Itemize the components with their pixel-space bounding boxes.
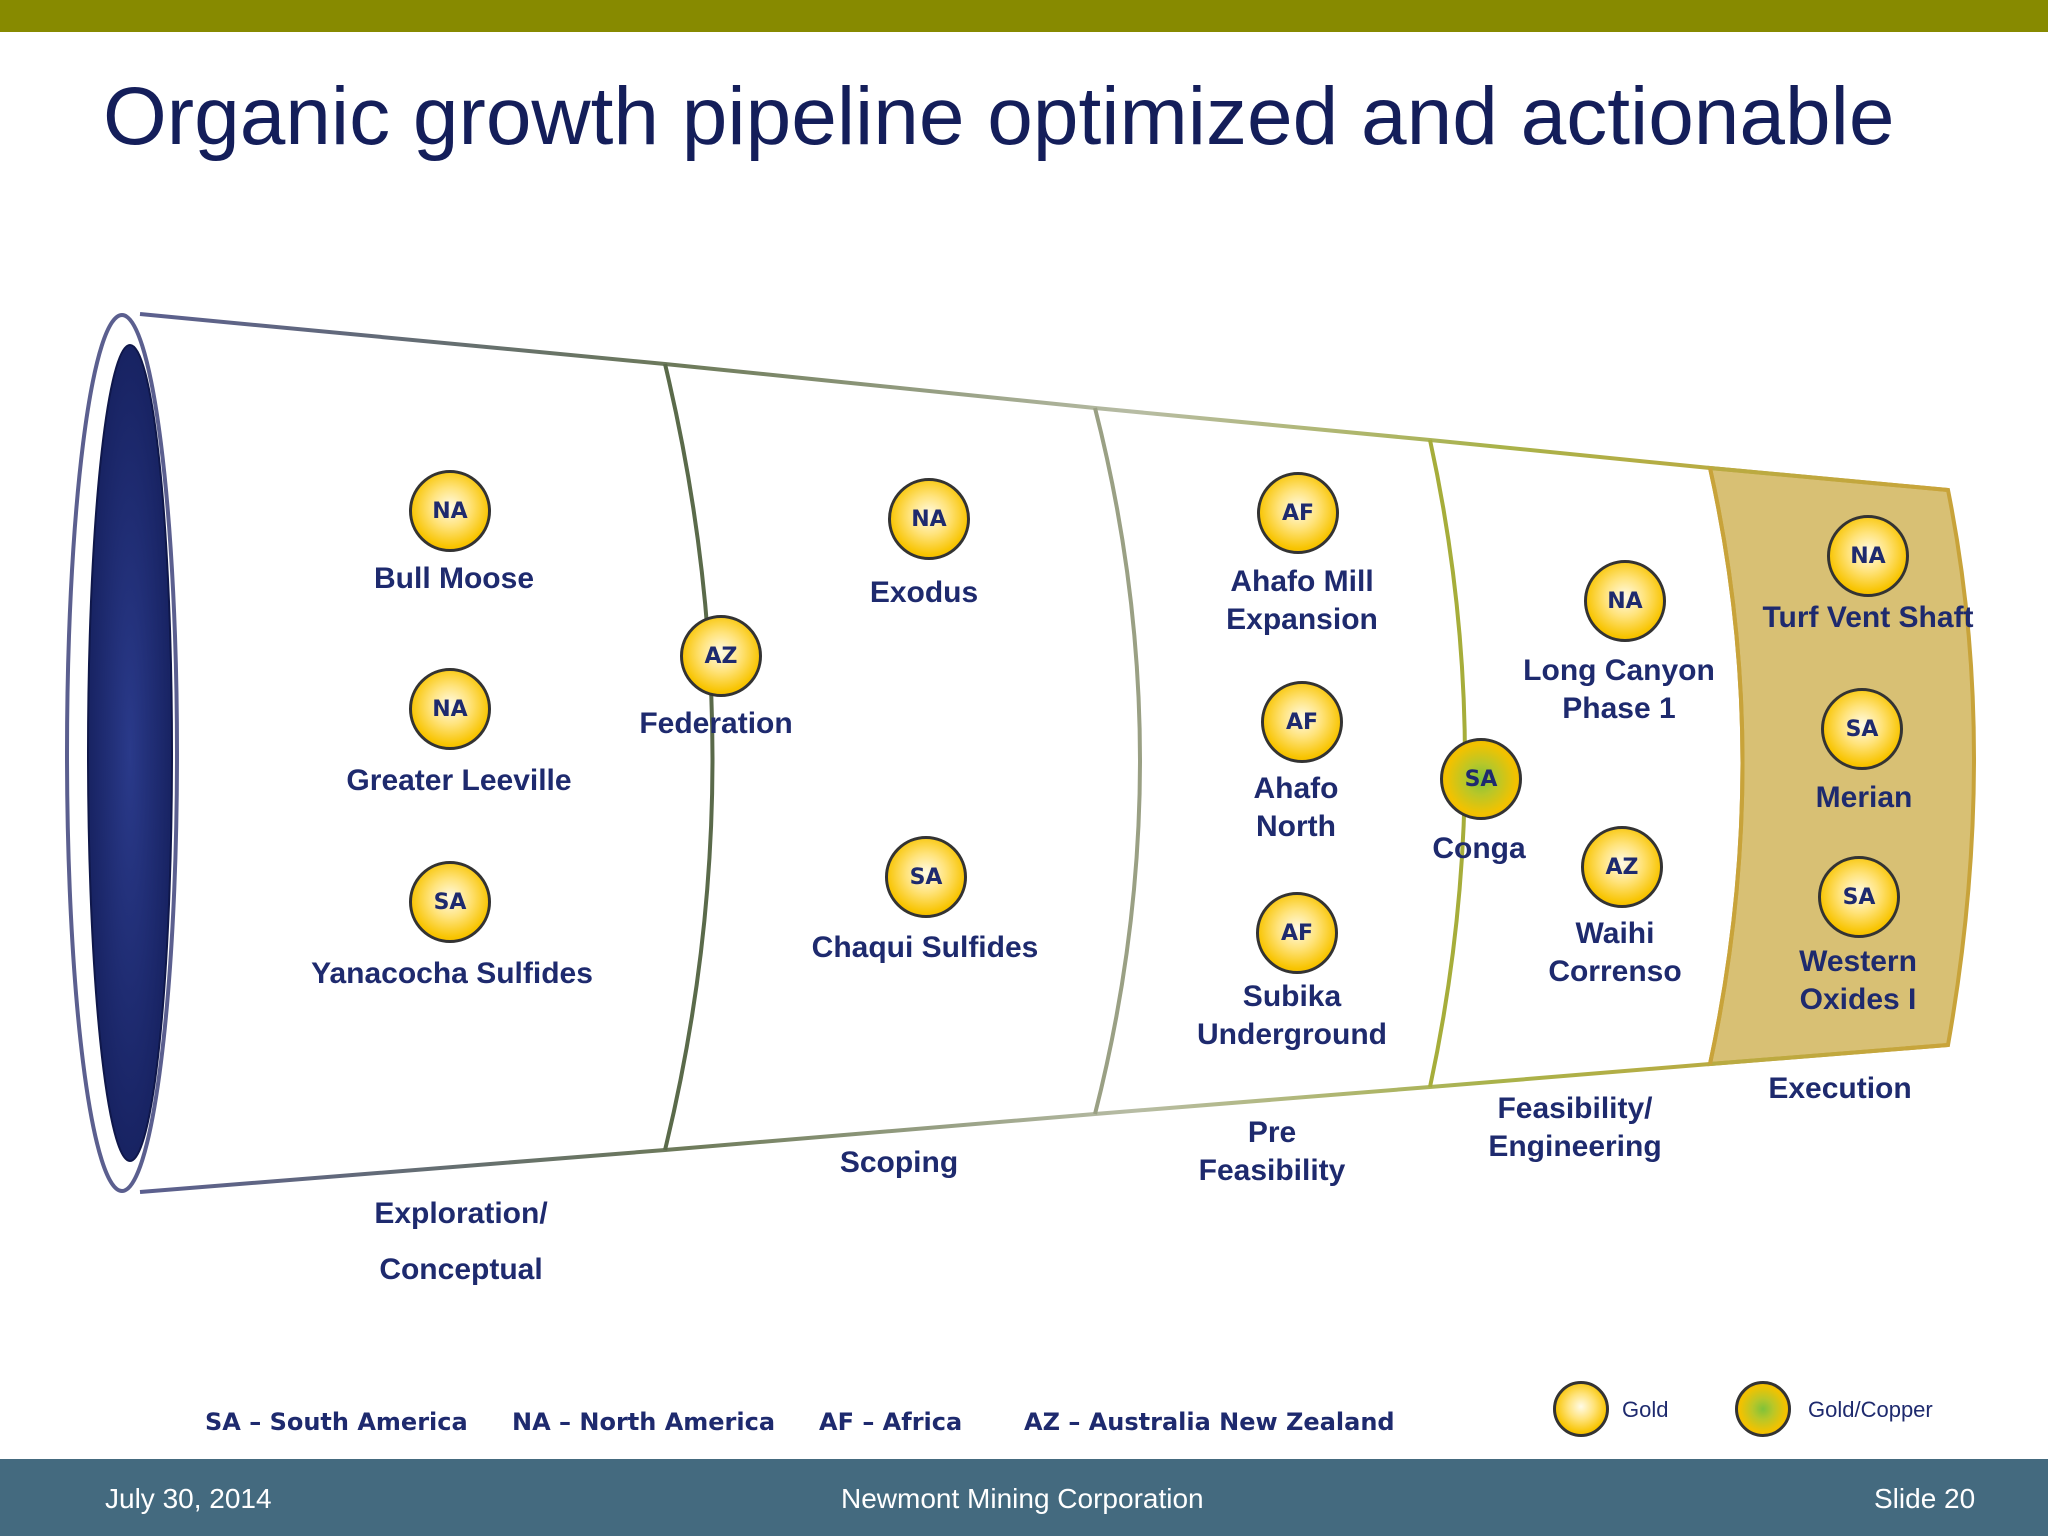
pipeline-top-edge [139,312,1949,492]
divider-1 [663,363,715,1151]
footer-company: Newmont Mining Corporation [841,1483,1204,1514]
project-label: Subika Underground [1197,980,1387,1051]
divider-4 [1708,467,1745,1065]
legend-region-af: AF – Africa [819,1408,963,1436]
region-badge: SA [1440,738,1522,820]
gold-legend-icon [1553,1381,1609,1437]
project-label: Long Canyon Phase 1 [1523,654,1715,725]
stage-label-feasibility: Feasibility/Engineering [1488,1092,1662,1163]
slide-title: Organic growth pipeline optimized and ac… [103,71,1895,162]
region-badge: NA [409,470,491,552]
stage-label-execution: Execution [1768,1072,1912,1105]
footer-bar: July 30, 2014 Newmont Mining Corporation… [0,1459,2048,1536]
region-badge: NA [1827,515,1909,597]
project-label: Conga [1432,832,1526,865]
region-badge: AF [1261,681,1343,763]
legend-gold-label: Gold [1622,1397,1669,1422]
project-label: Merian [1815,781,1913,814]
project-label: Western Oxides I [1799,945,1917,1016]
legend-region-na: NA – North America [512,1408,776,1436]
legend-region-sa: SA – South America [205,1408,468,1436]
project-label: Exodus [869,576,979,609]
pipe-opening-hole [87,344,173,1162]
project-label: Waihi Correnso [1548,917,1682,988]
region-badge: AZ [1581,826,1663,908]
region-badge: AF [1257,472,1339,554]
gold-copper-legend-icon [1735,1381,1791,1437]
project-label: Turf Vent Shaft [1762,601,1974,634]
pipeline-bottom-edge [139,1043,1949,1194]
stage-label-scoping: Scoping [839,1146,959,1179]
divider-2 [1093,407,1142,1115]
stage-label-exploration: Exploration/Conceptual [374,1197,548,1286]
region-badge: SA [1821,688,1903,770]
project-label: Chaqui Sulfides [811,931,1039,964]
region-badge: AF [1256,892,1338,974]
region-badge: NA [888,478,970,560]
project-label: Federation [639,707,793,740]
region-badge: NA [1584,560,1666,642]
legend-region-az: AZ – Australia New Zealand [1024,1408,1395,1436]
top-accent-bar [0,0,2048,32]
footer-slide-number: Slide 20 [1874,1483,1976,1514]
stage-label-pre-feasibility: Pre Feasibility [1198,1116,1346,1187]
footer-date: July 30, 2014 [105,1483,272,1514]
region-badge: SA [409,861,491,943]
project-label: Ahafo North [1253,772,1339,843]
project-label: Bull Moose [373,562,535,595]
project-label: Yanacocha Sulfides [311,957,593,990]
project-label: Ahafo Mill Expansion [1226,565,1378,636]
legend-gold-copper-label: Gold/Copper [1808,1397,1933,1422]
region-badge: SA [1818,856,1900,938]
project-label: Greater Leeville [346,764,572,797]
region-badge: AZ [680,615,762,697]
region-badge: SA [885,836,967,918]
region-badge: NA [409,668,491,750]
